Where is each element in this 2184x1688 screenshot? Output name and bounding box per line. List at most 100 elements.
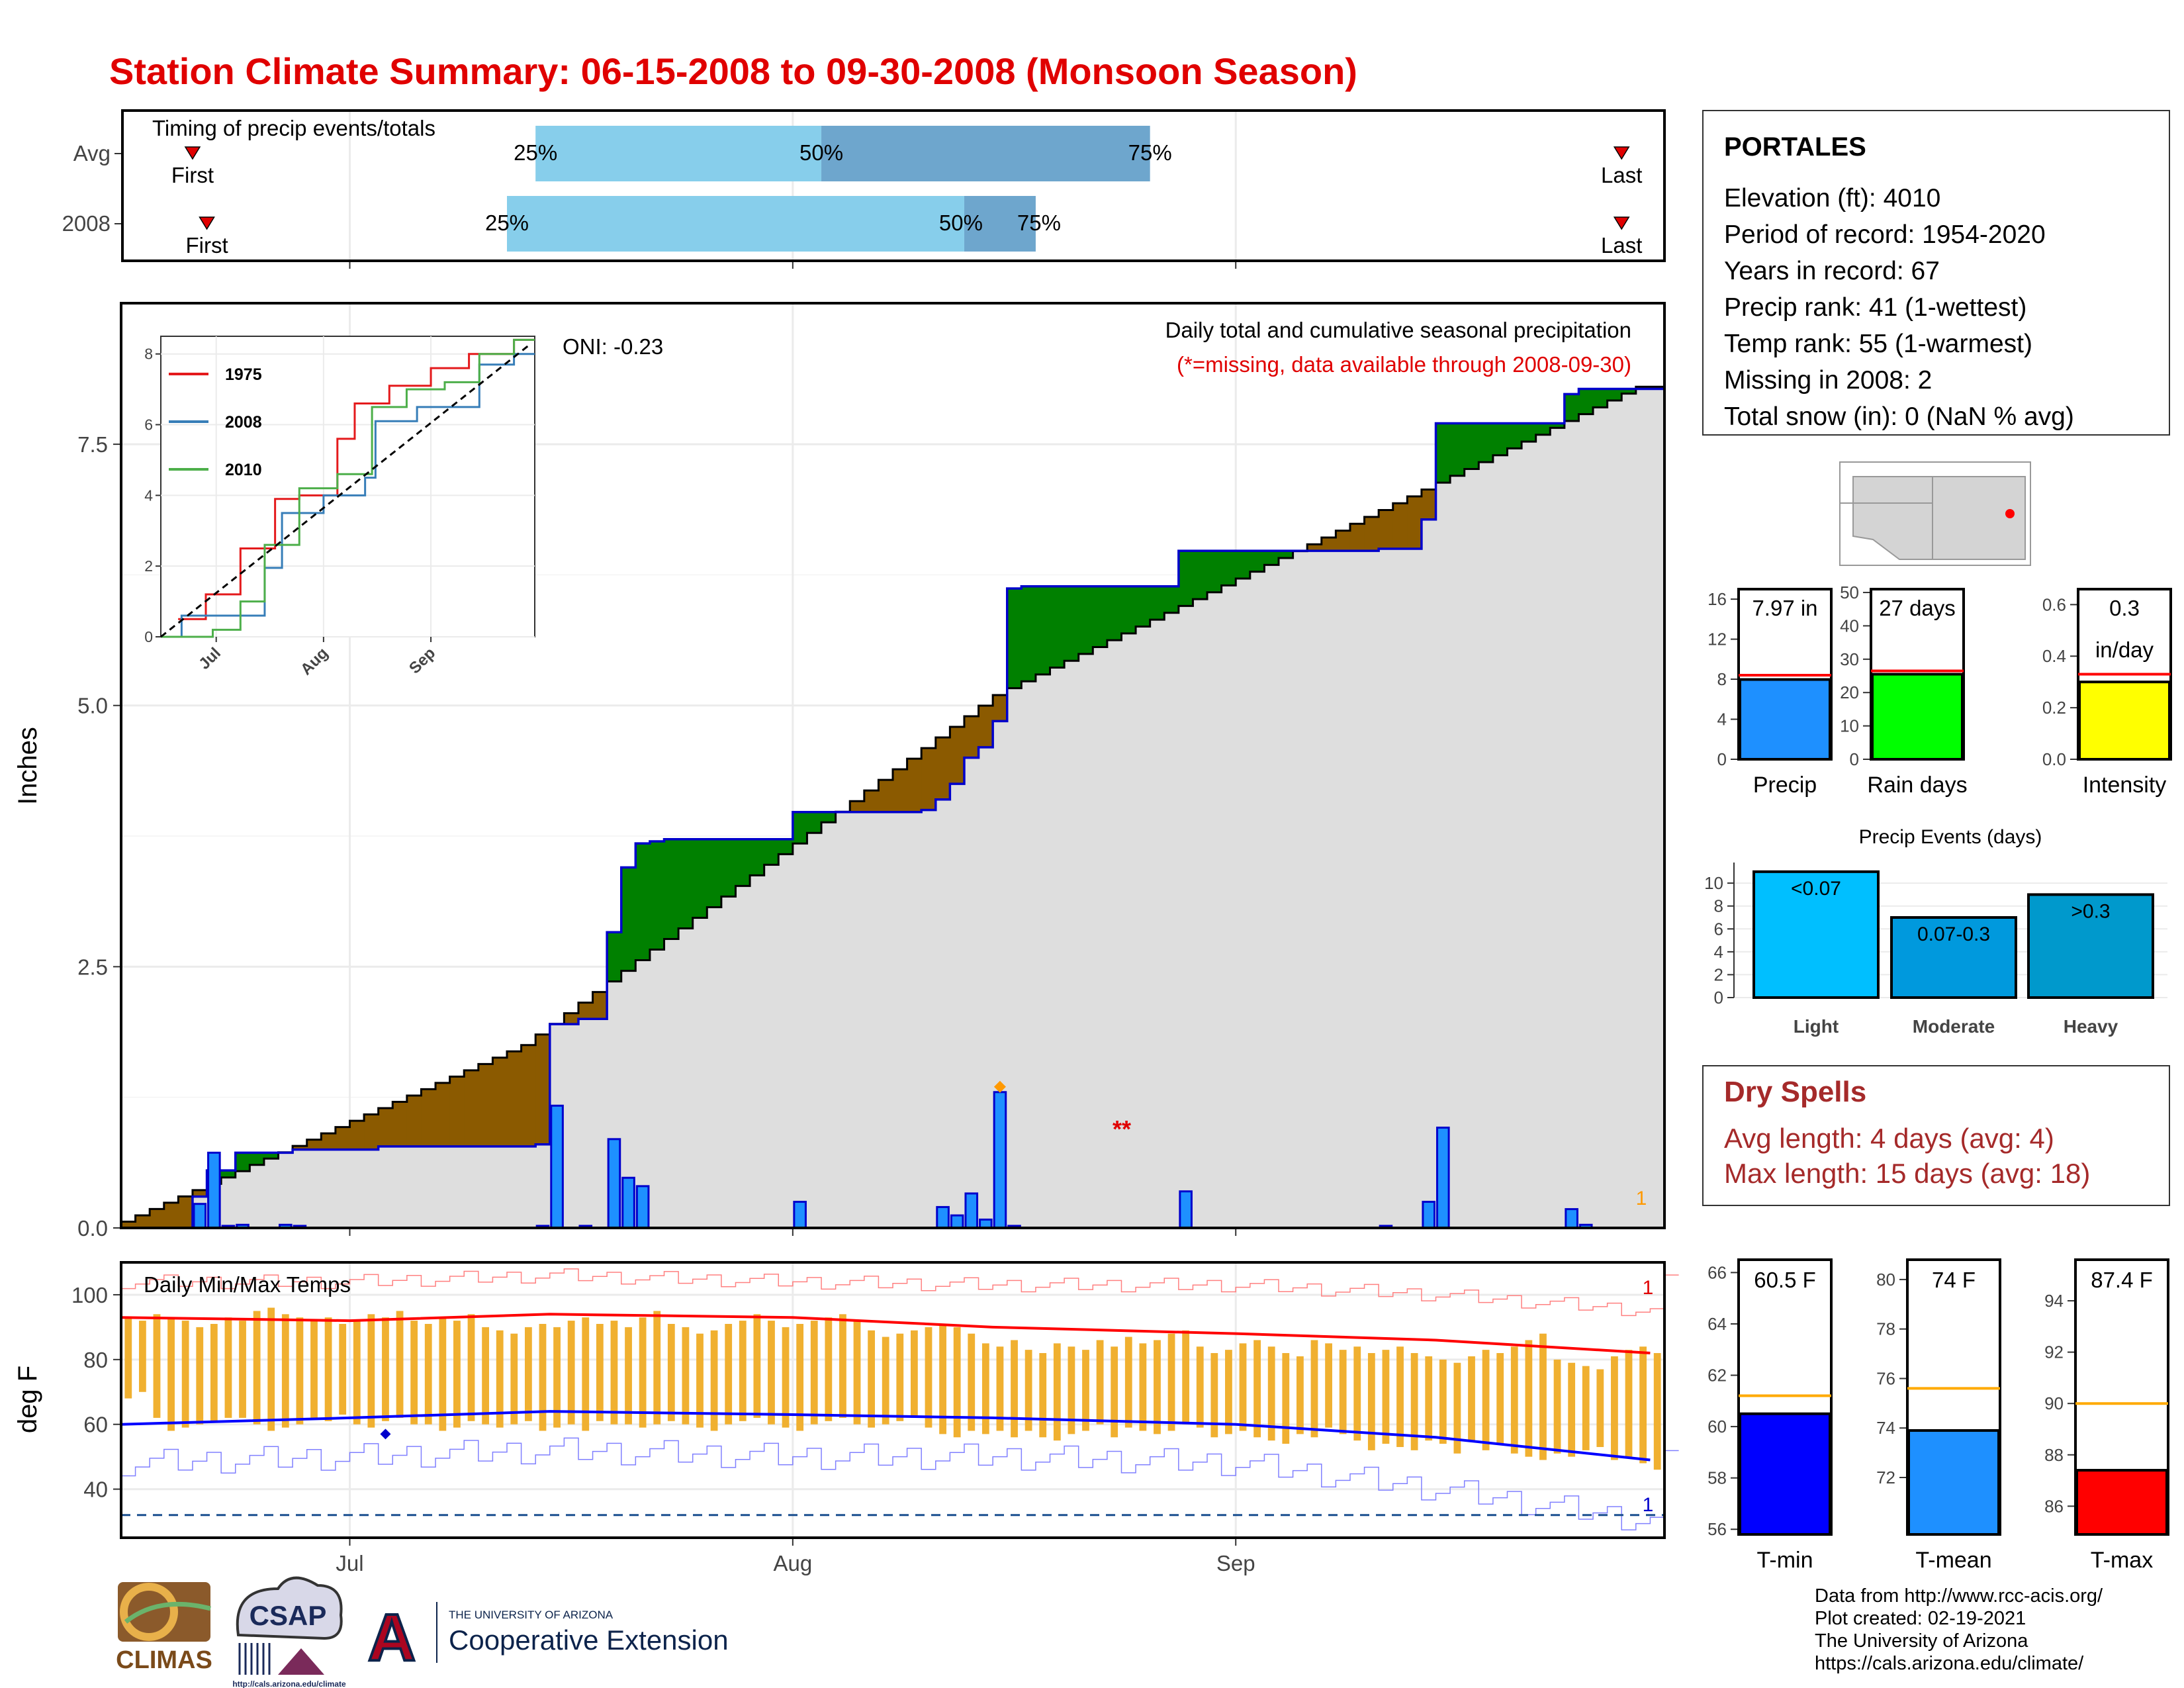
timing-p25-label: 25%	[514, 140, 557, 165]
below-avg-area	[1307, 544, 1322, 551]
mini-bar-ytick-label: 0	[1850, 749, 1859, 769]
above-avg-area	[1593, 389, 1608, 408]
timing-p75-label: 75%	[1017, 211, 1061, 235]
below-avg-area	[521, 1045, 536, 1147]
timing-panel: Timing of precip events/totals Avg 25% 50% 7…	[62, 109, 1666, 269]
precip-base-fill	[1349, 551, 1365, 1228]
mini-bar-value-label: 7.97 in	[1752, 596, 1817, 620]
above-avg-area	[1250, 551, 1265, 572]
temp-bar-value-label: 60.5 F	[1754, 1268, 1816, 1292]
precip-base-fill	[1550, 428, 1565, 1229]
temp-panel: Daily Min/Max Temps 1 1 40 60 80 100 Jul Aug Sep d…	[13, 1261, 1679, 1575]
climas-sun-ring	[120, 1583, 178, 1641]
temp-ytick-label: 100	[71, 1283, 108, 1307]
below-avg-area	[1421, 489, 1437, 520]
precip-base-fill	[1078, 653, 1093, 1228]
summary-bars: 0 4 8 12 16 7.97 in Precip 0 10 20 30 40 50 27 days Ra…	[1707, 583, 2172, 798]
events-ytick-label: 8	[1714, 896, 1723, 916]
page-title: Station Climate Summary: 06-15-2008 to 0…	[109, 50, 1357, 92]
temp-bar-label: T-min	[1757, 1548, 1813, 1573]
precip-base-fill	[235, 1171, 250, 1228]
daily-temp-bar	[996, 1346, 1004, 1431]
below-avg-area	[893, 769, 908, 812]
daily-temp-bar	[882, 1336, 889, 1425]
daily-temp-bar	[1282, 1353, 1290, 1444]
daily-precip-bar	[1565, 1208, 1578, 1229]
events-category-label: Moderate	[1913, 1016, 1995, 1037]
above-avg-area	[692, 839, 707, 918]
mini-bar-label: Intensity	[2083, 773, 2167, 798]
average-cumulative-line	[121, 385, 1664, 1223]
avg-max-line	[120, 1313, 1651, 1355]
month-label: Aug	[773, 1551, 812, 1575]
daily-precip-bar	[936, 1205, 950, 1229]
station-location-map	[1839, 461, 2031, 566]
daily-temp-bar	[710, 1330, 718, 1431]
mini-bar-ytick-label: 0.0	[2042, 749, 2066, 769]
footer-line: Plot created: 02-19-2021	[1815, 1608, 2026, 1629]
below-avg-area	[578, 1002, 594, 1019]
daily-temp-bar	[953, 1327, 961, 1438]
first-label: First	[171, 163, 214, 187]
inset-legend-label: 2008	[225, 413, 262, 432]
events-category-label: Heavy	[2064, 1016, 2118, 1037]
station-info-box: PORTALES Elevation (ft): 4010 Period of re…	[1702, 110, 2170, 436]
daily-temp-bar	[1425, 1356, 1433, 1441]
daily-temp-bar	[939, 1323, 946, 1434]
daily-temp-bar	[524, 1327, 532, 1421]
temp-bar-ytick-label: 86	[2044, 1496, 2064, 1516]
daily-temp-bar	[1167, 1333, 1175, 1431]
csap-cloud	[236, 1576, 343, 1640]
ua-big-text: Cooperative Extension	[449, 1624, 729, 1656]
inset-legend-label: 1975	[225, 365, 262, 384]
precip-base-fill	[1336, 551, 1351, 1228]
daily-precip-bar	[793, 1201, 807, 1229]
daily-temp-bar	[324, 1317, 332, 1421]
below-avg-area	[163, 1202, 179, 1228]
daily-temp-bar	[267, 1307, 275, 1431]
below-avg-area	[950, 727, 965, 784]
below-avg-area	[993, 694, 1008, 722]
precip-base-fill	[1507, 448, 1522, 1229]
precip-base-fill	[893, 812, 908, 1228]
daily-temp-bar	[639, 1317, 647, 1428]
precip-base-fill	[1164, 612, 1179, 1228]
above-avg-area	[1264, 551, 1279, 565]
below-avg-area	[878, 780, 893, 812]
temp-bar-ytick-label: 88	[2044, 1445, 2064, 1465]
timing-p50-label: 50%	[939, 211, 983, 235]
footer-line: https://cals.arizona.edu/climate/	[1815, 1653, 2084, 1674]
daily-temp-bar	[467, 1314, 475, 1421]
above-avg-area	[1479, 423, 1494, 463]
above-avg-area	[1492, 423, 1508, 455]
events-bar	[1890, 915, 2017, 999]
daily-temp-bar	[1639, 1346, 1647, 1464]
events-title: Precip Events (days)	[1859, 826, 2042, 848]
events-bar-label: 0.07-0.3	[1917, 923, 1990, 945]
precip-base-fill	[492, 1146, 508, 1228]
mini-bar-ytick-label: 0.6	[2042, 594, 2066, 614]
precip-base-fill	[850, 812, 865, 1228]
daily-temp-bar	[981, 1343, 989, 1434]
timing-row-label: 2008	[62, 211, 111, 236]
mini-bar-ytick-label: 30	[1840, 649, 1859, 669]
daily-temp-bar	[553, 1327, 561, 1428]
events-bar	[2027, 893, 2154, 999]
precip-base-fill	[449, 1146, 465, 1228]
precip-base-fill	[750, 875, 765, 1228]
precip-ytick-label: 5.0	[77, 694, 108, 718]
precip-base-fill	[907, 812, 922, 1228]
precip-base-fill	[1492, 455, 1508, 1229]
precip-base-fill	[1522, 442, 1537, 1229]
above-avg-area	[721, 839, 737, 897]
csap-mountain	[278, 1648, 324, 1675]
temp-bar-value	[1739, 1412, 1831, 1536]
below-avg-area	[449, 1076, 465, 1147]
above-avg-area	[1621, 389, 1637, 394]
daily-temp-bar	[853, 1321, 861, 1425]
precip-base-fill	[1150, 620, 1165, 1228]
daily-temp-bar	[1053, 1343, 1061, 1441]
daily-temp-bar	[653, 1311, 661, 1425]
precip-base-fill	[1435, 483, 1451, 1229]
oni-label: ONI: -0.23	[563, 334, 663, 359]
